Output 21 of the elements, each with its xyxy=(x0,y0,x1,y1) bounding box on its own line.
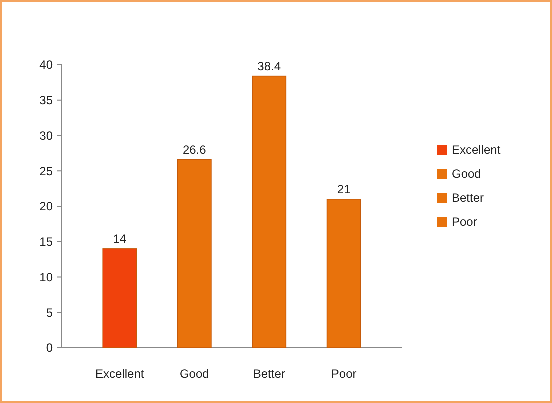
x-tick-label: Poor xyxy=(331,367,357,381)
data-label: 26.6 xyxy=(182,142,207,157)
data-label: 38.4 xyxy=(258,59,282,74)
legend-label: Poor xyxy=(452,215,478,230)
y-tick-label: 20 xyxy=(40,200,54,214)
y-tick-label: 35 xyxy=(40,94,54,108)
x-tick-label: Better xyxy=(253,367,286,381)
y-tick-label: 0 xyxy=(46,341,54,356)
data-label: 14 xyxy=(113,232,127,246)
y-tick-label: 10 xyxy=(40,270,54,284)
y-tick-label: 25 xyxy=(40,164,54,178)
y-tick-label: 30 xyxy=(40,128,54,143)
data-label: 21 xyxy=(337,182,352,196)
x-tick-label: Excellent xyxy=(96,367,145,381)
legend-label: Good xyxy=(452,167,482,182)
x-tick-label: Good xyxy=(180,367,210,381)
legend-label: Excellent xyxy=(452,143,502,158)
legend-label: Better xyxy=(452,191,484,206)
y-tick-label: 5 xyxy=(46,306,54,320)
y-tick-label: 15 xyxy=(40,235,54,250)
y-tick-label: 40 xyxy=(40,58,54,72)
